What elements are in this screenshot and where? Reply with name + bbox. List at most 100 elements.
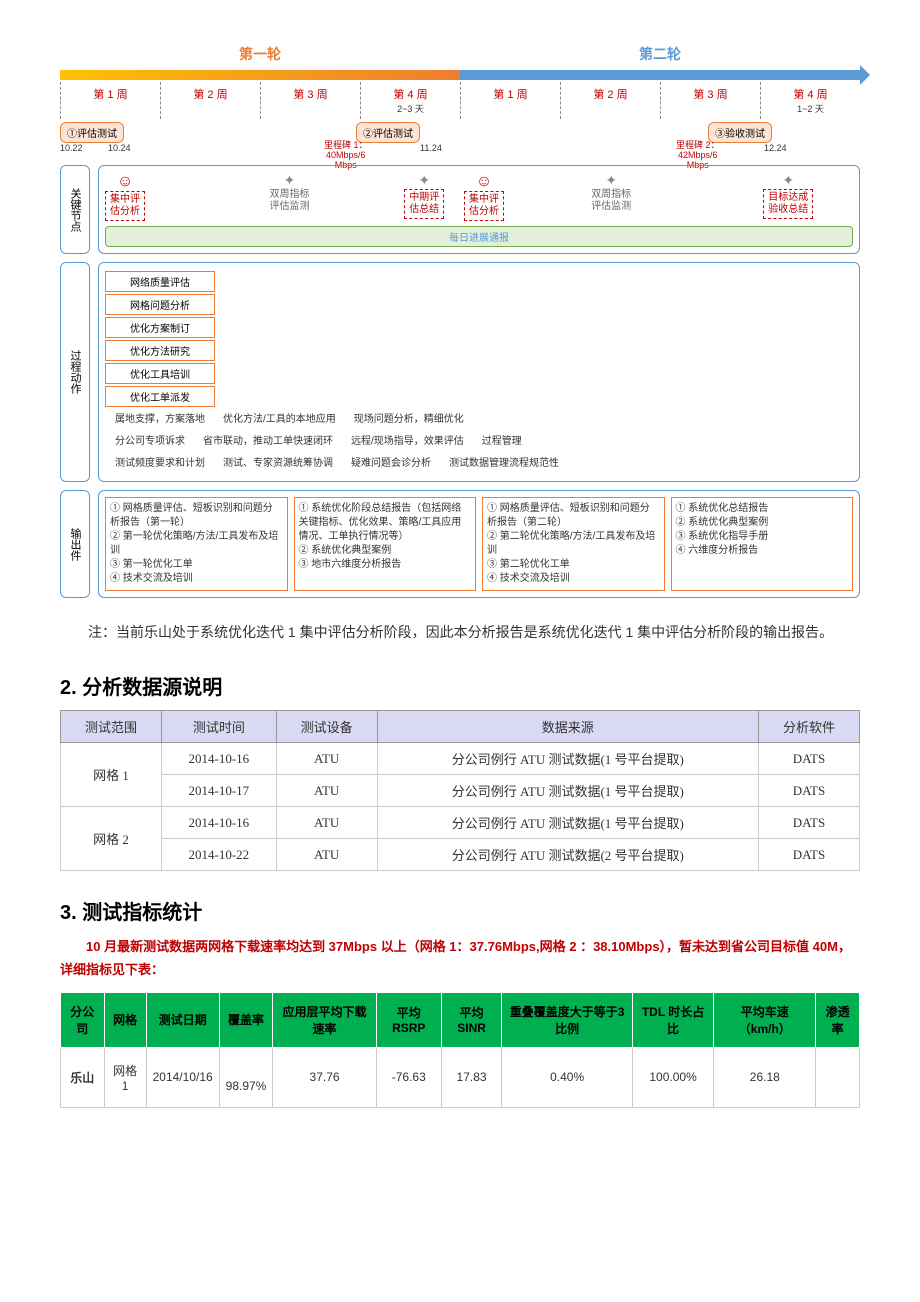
mt-cell: 网格 1 xyxy=(104,1047,146,1107)
ds-cell: 2014-10-16 xyxy=(162,743,277,775)
heading-data-source: 2. 分析数据源说明 xyxy=(60,671,860,700)
mt-cell: 26.18 xyxy=(714,1047,816,1107)
process-item: 优化工具培训 xyxy=(105,363,215,384)
ds-th: 测试时间 xyxy=(162,711,277,743)
mt-th: 平均车速（km/h） xyxy=(714,992,816,1047)
week-cell: 第 4 周2~3 天 xyxy=(360,82,460,119)
kn-biweek2: 双周指标 评估监测 xyxy=(591,189,631,212)
date-label: 10.24 xyxy=(108,143,131,153)
table-row: 乐山 网格 1 2014/10/16 98.97% 37.76 -76.63 1… xyxy=(61,1047,860,1107)
week-row: 第 1 周 第 2 周 第 3 周 第 4 周2~3 天 第 1 周 第 2 周… xyxy=(60,82,860,119)
eval-row: ①评估测试 ②评估测试 ③验收测试 xyxy=(60,121,860,143)
week-cell: 第 2 周 xyxy=(160,82,260,119)
mt-cell: 37.76 xyxy=(273,1047,376,1107)
output-col: ① 系统优化阶段总结报告（包括网络关键指标、优化效果、策略/工具应用情况、工单执… xyxy=(294,497,477,591)
round-labels: 第一轮 第二轮 xyxy=(60,40,860,68)
red-note: 10 月最新测试数据两网格下载速率均达到 37Mbps 以上（网格 1：37.7… xyxy=(60,935,860,982)
process-item: 优化工单派发 xyxy=(105,386,215,407)
mt-cell: 98.97% xyxy=(219,1047,273,1107)
mt-cell: 17.83 xyxy=(441,1047,502,1107)
table-row: 网格 2 2014-10-16 ATU 分公司例行 ATU 测试数据(1 号平台… xyxy=(61,807,860,839)
eval-box-1: ①评估测试 xyxy=(60,122,124,143)
key-node-section: 关键节点 ☺集中评 估分析 ✦双周指标 评估监测 ✦中期评 估总结 ☺集中评 估… xyxy=(60,165,860,254)
ds-cell: 2014-10-22 xyxy=(162,839,277,871)
week-cell: 第 4 周1~2 天 xyxy=(760,82,860,119)
mt-th: 重叠覆盖度大于等于3 比例 xyxy=(502,992,633,1047)
process-item: 优化方案制订 xyxy=(105,317,215,338)
kn-stage: 集中评 估分析 xyxy=(464,191,504,221)
mt-cell xyxy=(816,1047,860,1107)
star-icon: ✦ xyxy=(418,172,430,188)
mt-th: 网格 xyxy=(104,992,146,1047)
ds-cell: DATS xyxy=(758,775,859,807)
data-source-table: 测试范围 测试时间 测试设备 数据来源 分析软件 网格 1 2014-10-16… xyxy=(60,710,860,871)
output-label: 输出件 xyxy=(60,490,90,598)
ds-cell: 分公司例行 ATU 测试数据(2 号平台提取) xyxy=(377,839,758,871)
process-right: 属地支撑，方案落地优化方法/工具的本地应用现场问题分析，精细优化 分公司专项诉求… xyxy=(105,409,743,475)
date-label: 12.24 xyxy=(764,143,787,153)
kn-focus: 集中评 估分析 xyxy=(105,191,145,221)
star-icon: ✦ xyxy=(284,172,296,188)
ds-cell: 2014-10-17 xyxy=(162,775,277,807)
metrics-table: 分公司 网格 测试日期 覆盖率 应用层平均下载速率 平均RSRP 平均SINR … xyxy=(60,992,860,1108)
mt-cell: 100.00% xyxy=(632,1047,713,1107)
mt-th: 应用层平均下载速率 xyxy=(273,992,376,1047)
ds-cell: 分公司例行 ATU 测试数据(1 号平台提取) xyxy=(377,743,758,775)
date-row: 10.22 10.24 11.24 12.24 里程碑 1： 40Mbps/6 … xyxy=(60,143,860,157)
ds-th: 数据来源 xyxy=(377,711,758,743)
mt-th: TDL 时长占比 xyxy=(632,992,713,1047)
mt-cell: 乐山 xyxy=(61,1047,105,1107)
ds-cell: 分公司例行 ATU 测试数据(1 号平台提取) xyxy=(377,807,758,839)
ds-cell: 网格 1 xyxy=(61,743,162,807)
mt-th: 测试日期 xyxy=(146,992,219,1047)
date-label: 10.22 xyxy=(60,143,83,153)
kn-biweek: 双周指标 评估监测 xyxy=(270,189,310,212)
mt-th: 覆盖率 xyxy=(219,992,273,1047)
smiley-icon: ☺ xyxy=(117,173,133,190)
table-row: 2014-10-22 ATU 分公司例行 ATU 测试数据(2 号平台提取) D… xyxy=(61,839,860,871)
output-section: 输出件 ① 网格质量评估、短板识别和问题分析报告（第一轮） ② 第一轮优化策略/… xyxy=(60,490,860,598)
timeline-bar xyxy=(60,70,860,80)
round2-label: 第二轮 xyxy=(460,40,860,68)
mt-cell: 2014/10/16 xyxy=(146,1047,219,1107)
ds-cell: ATU xyxy=(276,743,377,775)
ds-th: 测试范围 xyxy=(61,711,162,743)
key-node-label: 关键节点 xyxy=(60,165,90,254)
mt-th: 平均SINR xyxy=(441,992,502,1047)
ds-cell: DATS xyxy=(758,743,859,775)
ds-cell: ATU xyxy=(276,807,377,839)
daily-bar: 每日进展通报 xyxy=(105,226,853,247)
mt-cell: 0.40% xyxy=(502,1047,633,1107)
week-cell: 第 3 周 xyxy=(260,82,360,119)
table-row: 2014-10-17 ATU 分公司例行 ATU 测试数据(1 号平台提取) D… xyxy=(61,775,860,807)
kn-mid: 中期评 估总结 xyxy=(404,189,444,219)
output-col: ① 系统优化总结报告 ② 系统优化典型案例 ③ 系统优化指导手册 ④ 六维度分析… xyxy=(671,497,854,591)
date-label: 11.24 xyxy=(420,143,442,153)
heading-metrics: 3. 测试指标统计 xyxy=(60,896,860,925)
ds-cell: DATS xyxy=(758,839,859,871)
mt-th: 分公司 xyxy=(61,992,105,1047)
ds-cell: ATU xyxy=(276,839,377,871)
ds-cell: 分公司例行 ATU 测试数据(1 号平台提取) xyxy=(377,775,758,807)
ds-th: 分析软件 xyxy=(758,711,859,743)
smiley-icon: ☺ xyxy=(476,173,492,190)
timeline-diagram: 第一轮 第二轮 第 1 周 第 2 周 第 3 周 第 4 周2~3 天 第 1… xyxy=(60,40,860,598)
process-item: 网络质量评估 xyxy=(105,271,215,292)
mt-th: 渗透率 xyxy=(816,992,860,1047)
mt-cell: -76.63 xyxy=(376,1047,441,1107)
ds-th: 测试设备 xyxy=(276,711,377,743)
output-col: ① 网格质量评估、短板识别和问题分析报告（第一轮） ② 第一轮优化策略/方法/工… xyxy=(105,497,288,591)
week-cell: 第 2 周 xyxy=(560,82,660,119)
process-label: 过程动作 xyxy=(60,262,90,482)
ds-cell: DATS xyxy=(758,807,859,839)
star-icon: ✦ xyxy=(605,172,617,188)
week-cell: 第 3 周 xyxy=(660,82,760,119)
star-icon: ✦ xyxy=(782,172,794,188)
output-col: ① 网格质量评估、短板识别和问题分析报告（第二轮） ② 第二轮优化策略/方法/工… xyxy=(482,497,665,591)
week-cell: 第 1 周 xyxy=(460,82,560,119)
process-left-list: 网络质量评估 网格问题分析 优化方案制订 优化方法研究 优化工具培训 优化工单派… xyxy=(105,269,215,409)
ds-cell: ATU xyxy=(276,775,377,807)
ds-cell: 2014-10-16 xyxy=(162,807,277,839)
process-section: 过程动作 网络质量评估 网格问题分析 优化方案制订 优化方法研究 优化工具培训 … xyxy=(60,262,860,482)
ds-cell: 网格 2 xyxy=(61,807,162,871)
